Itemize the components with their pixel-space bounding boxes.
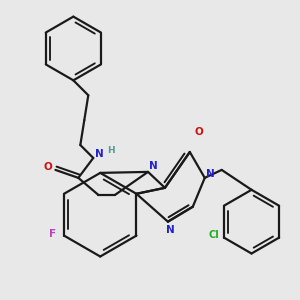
Text: Cl: Cl xyxy=(208,230,219,240)
Text: N: N xyxy=(95,149,104,159)
Text: N: N xyxy=(206,169,215,179)
Text: H: H xyxy=(107,146,115,154)
Text: O: O xyxy=(43,162,52,172)
Text: F: F xyxy=(49,229,56,238)
Text: N: N xyxy=(166,225,174,235)
Text: O: O xyxy=(194,127,203,137)
Text: N: N xyxy=(148,161,158,171)
